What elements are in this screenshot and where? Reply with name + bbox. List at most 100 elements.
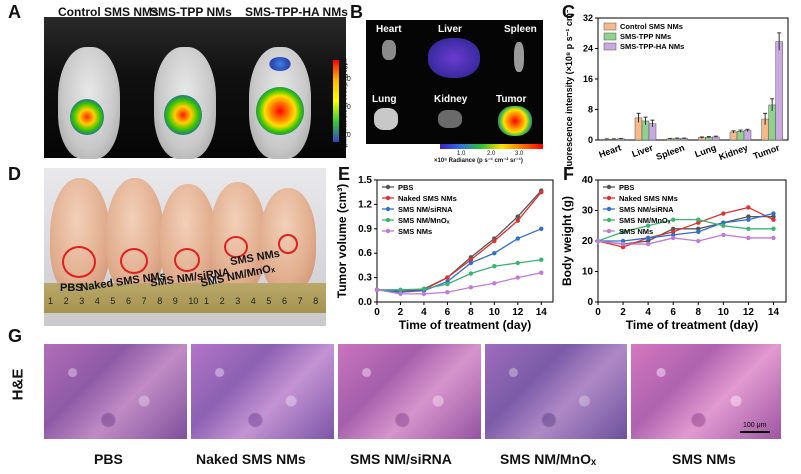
y-tick-label: 0 [588,135,593,145]
data-point [746,235,751,241]
organ-label: Spleen [504,24,537,35]
x-tick-label: 14 [768,307,780,318]
legend-marker [385,217,391,223]
bar [729,131,738,141]
x-tick-label: 12 [512,307,524,318]
x-tick-label: 8 [695,307,701,318]
legend-marker [606,184,612,190]
data-point [492,251,497,256]
data-point [515,275,520,280]
colorbar-a [333,60,339,142]
data-point [645,238,651,244]
ruler-number: 3 [235,296,241,306]
y-axis-label: Fluorescence intensity (×10⁸ p s⁻¹ cm⁻² … [564,10,574,170]
data-point [539,226,544,231]
data-point [595,238,601,244]
legend-label: PBS [398,183,413,192]
colorbar-a-tick: 2.0 [341,104,351,111]
panel-b-imaging: Heart Liver Spleen Lung Kidney Tumor [366,20,543,144]
series-line [597,234,774,245]
data-point [539,257,544,262]
legend-label: SMS NM/MnOₓ [398,216,450,225]
y-tick-label: 0 [587,297,593,308]
ruler [44,283,326,313]
x-tick-label: 8 [468,307,474,318]
fluorescence-spot [164,95,202,135]
he-image [338,344,481,439]
x-axis-label: Time of treatment (day) [626,318,758,332]
ruler-number: 7 [297,296,303,306]
data-point [468,271,474,276]
legend-marker [385,228,391,234]
data-point [696,217,701,222]
bar [743,130,752,141]
ruler-number: 8 [313,296,319,306]
data-point [468,257,474,262]
series-line [376,272,542,295]
series-line [376,228,542,293]
x-tick-label: 2 [620,307,626,318]
x-tick-label: Liver [631,142,655,159]
fluorescence-spot [256,87,304,135]
data-point [468,260,474,266]
ruler-number: 8 [157,296,163,306]
y-tick-label: 0.3 [358,273,372,284]
legend-label: Naked SMS NMs [619,194,678,203]
he-label: SMS NM/siRNA [350,451,452,467]
data-point [696,226,701,231]
legend-label: PBS [619,183,634,192]
x-axis-label: Time of treatment (day) [399,318,531,332]
panel-a-title-tppha: SMS-TPP-HA NMs [245,5,348,19]
bar [736,130,745,141]
ruler-number: 3 [79,296,85,306]
y-tick-label: 32 [583,13,593,23]
scale-bar-label: 100 μm [743,422,767,429]
he-label: Naked SMS NMs [196,451,306,467]
y-tick-label: 40 [582,175,594,186]
ruler-number: 6 [126,296,132,306]
data-point [696,238,701,244]
liver-image [428,38,480,78]
data-point [771,217,776,222]
data-point [771,226,776,231]
x-tick-label: 4 [421,307,427,318]
bar [775,41,783,141]
data-point [771,211,776,216]
chart-e: 0.0 0.3 0.6 0.9 1.2 1.5 0 2 4 6 8 10 12 14 Time of tre… [335,175,554,332]
scale-bar [740,431,770,433]
data-point [645,241,651,247]
ruler-number: 1 [48,296,54,306]
y-tick-label: 24 [583,44,593,54]
data-point [746,217,751,222]
y-tick-label: 0.9 [358,224,372,235]
data-point [620,238,626,244]
he-image [631,344,781,439]
legend-label: SMS NMs [619,227,653,236]
data-point [696,220,701,225]
panel-label-a: A [8,2,21,22]
legend-swatch [603,22,617,31]
spleen-image [514,42,524,72]
series-line [377,259,542,291]
data-point [721,232,726,238]
x-tick-label: 10 [489,307,501,318]
organ-label: Kidney [434,94,468,105]
x-tick-label: Spleen [655,142,686,161]
data-point [515,260,520,266]
panel-label-c: C [562,2,575,22]
data-point [620,229,626,235]
data-point [421,291,427,297]
data-point [746,214,751,219]
organ-label: Lung [372,94,397,105]
legend-label: Control SMS NMs [620,22,683,31]
ruler-number: 4 [94,296,100,306]
series-line [597,206,774,248]
tumor-circle [62,246,96,278]
x-tick-label: Heart [597,142,622,159]
y-tick-label: 0.6 [358,248,372,259]
x-tick-label: 0 [595,307,601,318]
legend-swatch [603,42,617,51]
y-axis-label: Body weight (g) [560,196,574,286]
colorbar-b-label: ×10⁸ Radiance (p s⁻¹ cm⁻² sr⁻¹) [434,158,523,164]
legend-marker [385,184,391,190]
